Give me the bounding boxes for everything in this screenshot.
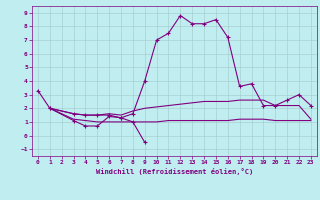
X-axis label: Windchill (Refroidissement éolien,°C): Windchill (Refroidissement éolien,°C) — [96, 168, 253, 175]
